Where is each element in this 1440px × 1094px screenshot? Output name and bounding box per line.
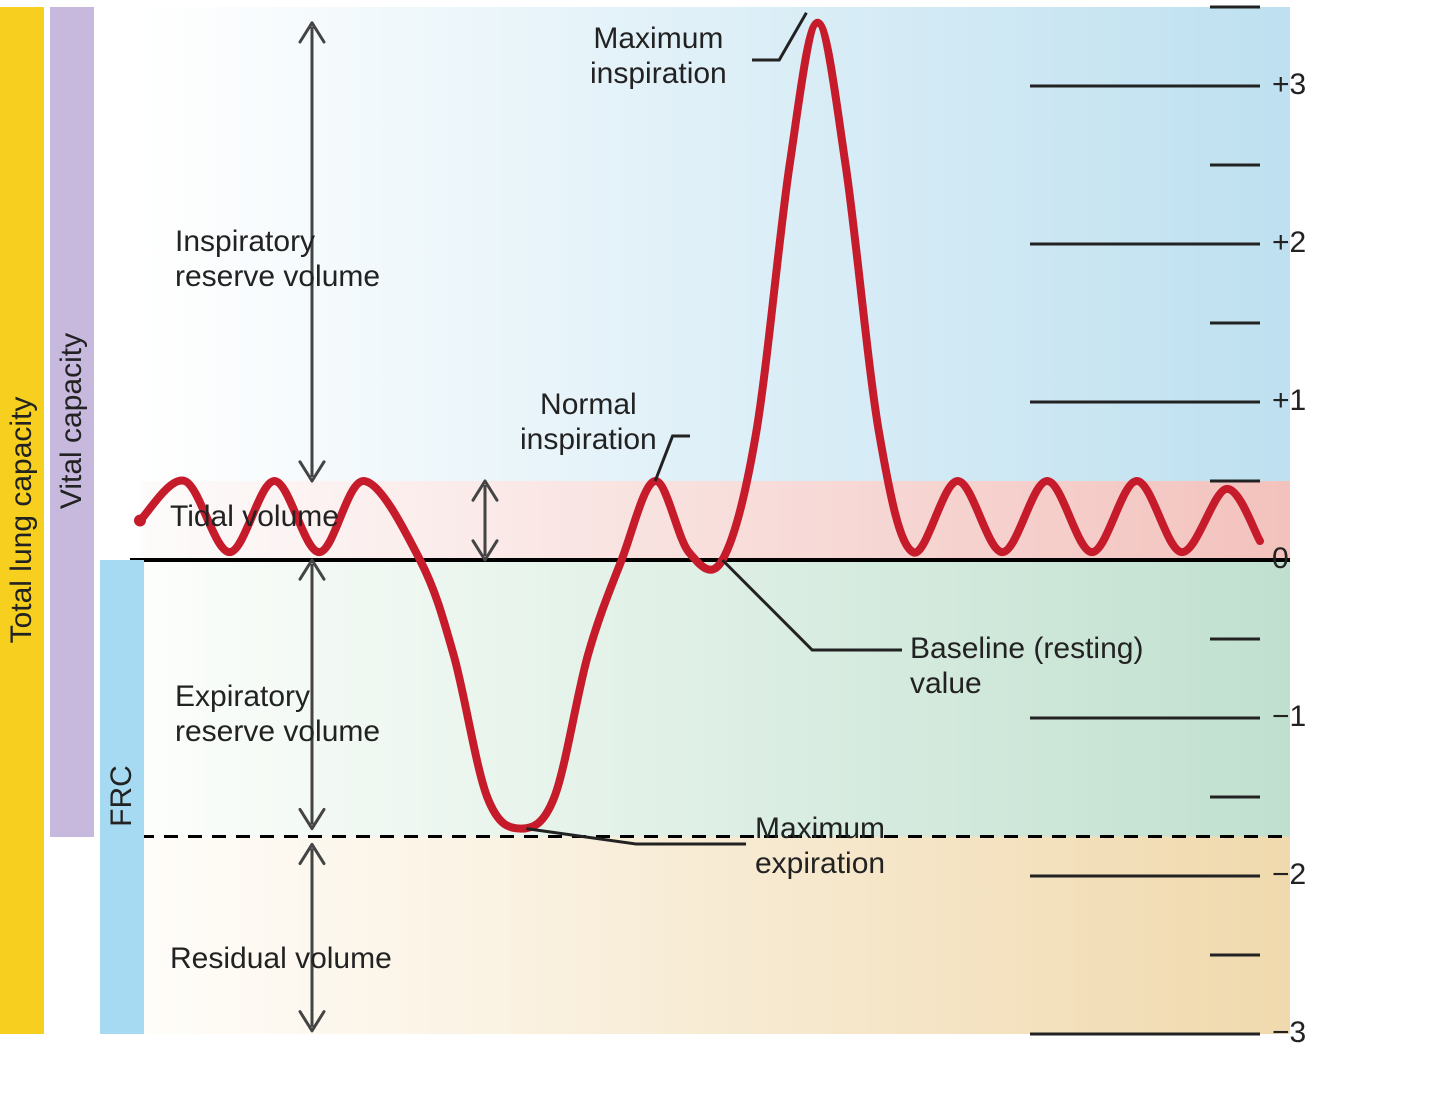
label-inspiratory_rv: Inspiratoryreserve volume (175, 225, 380, 294)
label-baseline: Baseline (resting)value (910, 632, 1143, 701)
label-residual_volume: Residual volume (170, 942, 392, 977)
chart-svg (0, 0, 1440, 1094)
tick-label: +3 (1272, 68, 1306, 102)
label-max_expiration: Maximumexpiration (755, 812, 885, 881)
capacity-bar-label-vital-capacity: Vital capacity (55, 271, 89, 571)
capacity-bar-label-frc: FRC (105, 646, 139, 946)
tick-label: −3 (1272, 1016, 1306, 1050)
label-normal_inspiration: Normalinspiration (520, 388, 657, 457)
tick-label: +1 (1272, 384, 1306, 418)
curve-start-dot (134, 515, 146, 527)
tick-label: 0 (1272, 542, 1289, 576)
tick-label: +2 (1272, 226, 1306, 260)
label-max_inspiration: Maximuminspiration (590, 22, 727, 91)
label-tidal_volume: Tidal volume (170, 500, 339, 535)
capacity-bar-label-total-lung-capacity: Total lung capacity (5, 370, 39, 670)
tick-label: −2 (1272, 858, 1306, 892)
tick-label: −1 (1272, 700, 1306, 734)
label-expiratory_rv: Expiratoryreserve volume (175, 680, 380, 749)
